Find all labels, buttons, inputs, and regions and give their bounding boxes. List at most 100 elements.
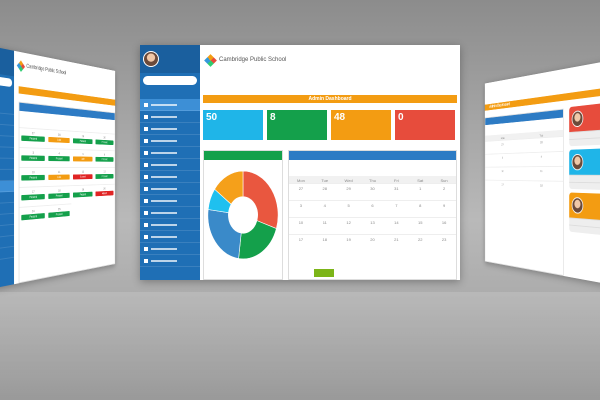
calendar-day[interactable]: 29 (336, 183, 361, 200)
sidebar-item[interactable] (140, 183, 200, 195)
calendar-day[interactable]: 3 (485, 152, 522, 167)
calendar-day[interactable]: 9 (432, 200, 456, 217)
status-badge: Present (21, 155, 45, 161)
calendar-day[interactable]: 28 (521, 135, 564, 153)
sidebar-item[interactable] (140, 147, 200, 159)
calendar-day[interactable]: 27 (289, 183, 313, 200)
attendance-day[interactable]: 25 Present (46, 203, 72, 225)
attendance-day[interactable]: 10 Present (19, 167, 47, 188)
sidebar-item[interactable] (0, 98, 15, 115)
sidebar-item[interactable] (140, 195, 200, 207)
attendance-day[interactable]: 6 Present (93, 149, 115, 168)
calendar-day[interactable]: 13 (360, 217, 385, 234)
calendar-day[interactable]: 22 (408, 234, 433, 251)
status-badge: Present (21, 213, 45, 221)
day-header: Thu (360, 176, 385, 183)
calendar-day[interactable]: 23 (432, 234, 456, 251)
calendar-day[interactable]: 1 (408, 183, 433, 200)
profile-card[interactable] (569, 147, 600, 191)
menu-icon (144, 114, 148, 119)
calendar-day[interactable]: 20 (360, 234, 385, 251)
attendance-day[interactable]: 4 Present (46, 148, 72, 168)
attendance-day[interactable]: 27 Present (19, 127, 47, 149)
calendar-day[interactable]: 7 (384, 200, 409, 217)
sidebar-item[interactable] (140, 207, 200, 219)
calendar-day[interactable]: 30 (360, 183, 385, 200)
attendance-day[interactable]: 18 Present (46, 185, 72, 206)
search-input[interactable] (143, 76, 197, 85)
calendar-day[interactable]: 5 (336, 200, 361, 217)
calendar-day[interactable]: 11 (521, 165, 564, 181)
calendar-day[interactable]: 10 (485, 166, 522, 181)
calendar-day[interactable]: 18 (521, 180, 564, 196)
attendance-day[interactable]: 11 Late (46, 167, 72, 187)
stat-value: 8 (270, 112, 276, 123)
sidebar-item[interactable] (0, 246, 15, 266)
calendar-day[interactable]: 16 (432, 217, 456, 234)
calendar-day[interactable]: 17 (289, 234, 313, 251)
attendance-day[interactable]: 19 Present (71, 184, 94, 204)
attendance-day[interactable]: 28 Late (46, 129, 72, 149)
status-badge: Present (95, 156, 114, 162)
calendar-day[interactable]: 28 (312, 183, 337, 200)
calendar-day[interactable]: 31 (384, 183, 409, 200)
calendar-day[interactable]: 15 (408, 217, 433, 234)
sidebar-item[interactable] (140, 171, 200, 183)
calendar-day[interactable]: 19 (336, 234, 361, 251)
sidebar-item[interactable] (140, 243, 200, 255)
sidebar-item[interactable] (0, 158, 15, 170)
attendance-day[interactable]: 20 Absent (93, 183, 115, 202)
sidebar-item[interactable] (140, 159, 200, 171)
calendar-day[interactable]: 14 (384, 217, 409, 234)
calendar-day[interactable]: 17 (485, 179, 522, 195)
calendar-day[interactable]: 21 (384, 234, 409, 251)
sidebar-item[interactable] (140, 99, 200, 111)
sidebar-item[interactable] (140, 219, 200, 231)
right-screen: Admin Dashboard Mon Tue 27 28 3 4 10 11 17 18 (484, 55, 600, 290)
menu-icon (144, 198, 148, 203)
attendance-day[interactable]: 30 Present (93, 132, 115, 151)
sidebar-item[interactable] (140, 111, 200, 123)
profile-card[interactable] (569, 99, 600, 147)
stat-card[interactable]: 48 (331, 110, 391, 140)
stat-card[interactable]: 50 (203, 110, 263, 140)
calendar-day[interactable]: 3 (289, 200, 313, 217)
attendance-day[interactable]: 24 Present (19, 205, 47, 227)
calendar-day[interactable]: 10 (289, 217, 313, 234)
date-label: 19 (81, 187, 85, 192)
sidebar-item[interactable] (140, 123, 200, 135)
calendar-day[interactable]: 18 (312, 234, 337, 251)
day-header: Sun (432, 176, 456, 183)
date-label: 6 (104, 152, 106, 157)
status-badge: Present (95, 139, 114, 146)
calendar-day[interactable]: 27 (485, 138, 522, 154)
sidebar-item[interactable] (0, 146, 15, 159)
calendar-day[interactable]: 4 (312, 200, 337, 217)
logo-icon (16, 59, 26, 72)
date-label: 13 (103, 169, 106, 174)
attendance-day[interactable]: 29 Present (71, 130, 94, 150)
sidebar-item[interactable] (140, 255, 200, 267)
attendance-day[interactable]: 3 Present (19, 147, 47, 168)
menu-icon (144, 246, 148, 251)
stat-card[interactable]: 8 (267, 110, 327, 140)
stat-card[interactable]: 0 (395, 110, 455, 140)
sidebar-item[interactable] (140, 231, 200, 243)
menu-icon (144, 222, 148, 227)
calendar-day[interactable]: 12 (336, 217, 361, 234)
attendance-day[interactable]: 12 Absent (71, 167, 94, 186)
sidebar-item[interactable] (0, 134, 15, 148)
attendance-day[interactable]: 17 Present (19, 186, 47, 207)
calendar-day[interactable]: 11 (312, 217, 337, 234)
attendance-day[interactable]: 13 Present (93, 167, 115, 185)
attendance-day[interactable]: 5 Late (71, 148, 94, 168)
calendar-day[interactable]: 6 (360, 200, 385, 217)
left-screen: Cambridge Public School 27 Present 28 Late 2… (0, 40, 116, 295)
profile-card[interactable] (569, 192, 600, 239)
donut-slice (214, 170, 244, 205)
calendar-day[interactable]: 4 (521, 150, 564, 167)
calendar-day[interactable]: 8 (408, 200, 433, 217)
sidebar-item[interactable] (140, 135, 200, 147)
action-button[interactable] (314, 269, 334, 277)
calendar-day[interactable]: 2 (432, 183, 456, 200)
